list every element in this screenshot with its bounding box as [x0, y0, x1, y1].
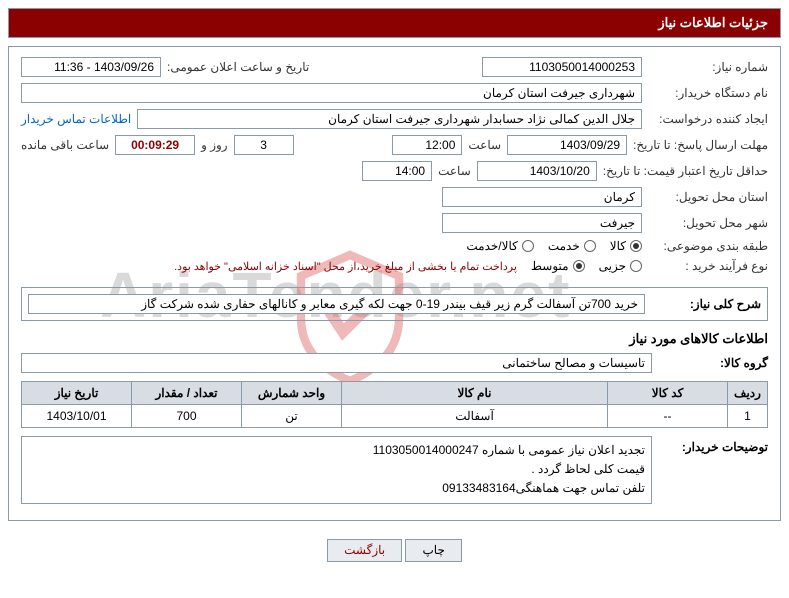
radio-kala-khedmat[interactable] — [522, 240, 534, 252]
radio-khedmat[interactable] — [584, 240, 596, 252]
radio-kala-khedmat-label: کالا/خدمت — [466, 239, 517, 253]
requester-value: جلال الدین کمالی نژاد حسابدار شهرداری جی… — [137, 109, 642, 129]
th-code: کد کالا — [608, 382, 728, 405]
delivery-city-value: جیرفت — [442, 213, 642, 233]
need-number-label: شماره نیاز: — [648, 60, 768, 74]
subject-class-radios: کالا خدمت کالا/خدمت — [466, 239, 642, 253]
th-date: تاریخ نیاز — [22, 382, 132, 405]
need-number-value: 1103050014000253 — [482, 57, 642, 77]
days-label: روز و — [201, 138, 228, 152]
panel-header: جزئیات اطلاعات نیاز — [8, 8, 781, 38]
announce-dt-value: 1403/09/26 - 11:36 — [21, 57, 161, 77]
goods-table: ردیف کد کالا نام کالا واحد شمارش تعداد /… — [21, 381, 768, 428]
price-validity-label: حداقل تاریخ اعتبار قیمت: تا تاریخ: — [603, 164, 768, 178]
response-deadline-label: مهلت ارسال پاسخ: تا تاریخ: — [633, 138, 768, 152]
back-button[interactable]: بازگشت — [327, 539, 402, 562]
td-date: 1403/10/01 — [22, 405, 132, 428]
time-label-1: ساعت — [468, 138, 501, 152]
days-value: 3 — [234, 135, 294, 155]
footer-buttons: چاپ بازگشت — [0, 529, 789, 572]
td-qty: 700 — [132, 405, 242, 428]
subject-class-label: طبقه بندی موضوعی: — [648, 239, 768, 253]
table-header-row: ردیف کد کالا نام کالا واحد شمارش تعداد /… — [22, 382, 768, 405]
requester-label: ایجاد کننده درخواست: — [648, 112, 768, 126]
print-button[interactable]: چاپ — [405, 539, 461, 562]
purchase-type-label: نوع فرآیند خرید : — [648, 259, 768, 273]
radio-kala-label: کالا — [610, 239, 626, 253]
time-label-2: ساعت — [438, 164, 471, 178]
remaining-label: ساعت باقی مانده — [21, 138, 109, 152]
radio-motavaset-label: متوسط — [531, 259, 569, 273]
form-panel: شماره نیاز: 1103050014000253 تاریخ و ساع… — [8, 46, 781, 521]
buyer-note-line-3: تلفن تماس جهت هماهنگی09133483164 — [28, 479, 645, 498]
th-name: نام کالا — [342, 382, 608, 405]
delivery-province-value: کرمان — [442, 187, 642, 207]
th-row: ردیف — [728, 382, 768, 405]
radio-jozei[interactable] — [630, 260, 642, 272]
buyer-org-label: نام دستگاه خریدار: — [648, 86, 768, 100]
th-unit: واحد شمارش — [242, 382, 342, 405]
td-name: آسفالت — [342, 405, 608, 428]
purchase-note: پرداخت تمام یا بخشی از مبلغ خرید،از محل … — [174, 260, 517, 273]
radio-kala[interactable] — [630, 240, 642, 252]
th-qty: تعداد / مقدار — [132, 382, 242, 405]
goods-section-title: اطلاعات کالاهای مورد نیاز — [21, 331, 768, 347]
response-deadline-time: 12:00 — [392, 135, 462, 155]
td-row: 1 — [728, 405, 768, 428]
radio-khedmat-label: خدمت — [548, 239, 580, 253]
purchase-type-radios: جزیی متوسط — [531, 259, 642, 273]
td-unit: تن — [242, 405, 342, 428]
countdown-timer: 00:09:29 — [115, 135, 195, 155]
announce-dt-label: تاریخ و ساعت اعلان عمومی: — [167, 60, 309, 74]
buyer-contact-link[interactable]: اطلاعات تماس خریدار — [21, 112, 131, 126]
need-desc-value: خرید 700تن آسفالت گرم زیر قیف بیندر 19-0… — [28, 294, 645, 314]
buyer-notes-box: تجدید اعلان نیاز عمومی با شماره 11030500… — [21, 436, 652, 504]
price-validity-date: 1403/10/20 — [477, 161, 597, 181]
buyer-note-line-1: تجدید اعلان نیاز عمومی با شماره 11030500… — [28, 441, 645, 460]
need-desc-label: شرح کلی نیاز: — [651, 297, 761, 311]
goods-group-label: گروه کالا: — [658, 356, 768, 370]
radio-jozei-label: جزیی — [599, 259, 626, 273]
td-code: -- — [608, 405, 728, 428]
radio-motavaset[interactable] — [573, 260, 585, 272]
buyer-note-line-2: قیمت کلی لحاظ گردد . — [28, 460, 645, 479]
table-row: 1 -- آسفالت تن 700 1403/10/01 — [22, 405, 768, 428]
goods-group-value: تاسیسات و مصالح ساختمانی — [21, 353, 652, 373]
buyer-notes-label: توضیحات خریدار: — [658, 436, 768, 454]
response-deadline-date: 1403/09/29 — [507, 135, 627, 155]
price-validity-time: 14:00 — [362, 161, 432, 181]
buyer-org-value: شهرداری جیرفت استان کرمان — [21, 83, 642, 103]
delivery-city-label: شهر محل تحویل: — [648, 216, 768, 230]
delivery-province-label: استان محل تحویل: — [648, 190, 768, 204]
